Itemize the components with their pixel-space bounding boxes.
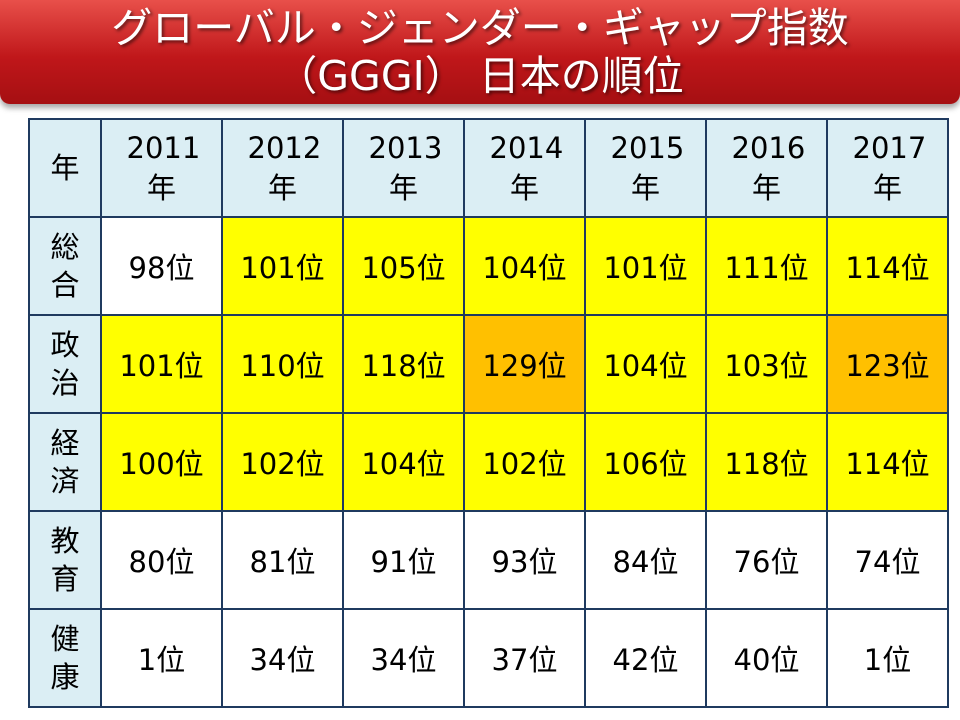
rank-cell: 98位 xyxy=(100,216,223,316)
row-header: 経済 xyxy=(28,412,102,512)
row-header: 健康 xyxy=(28,608,102,708)
rank-cell: 101位 xyxy=(221,216,344,316)
rank-cell: 34位 xyxy=(342,608,465,708)
year-label: 2017年 xyxy=(852,131,927,205)
rank-cell: 103位 xyxy=(705,314,828,414)
header-cell: 2011年 xyxy=(100,118,223,218)
rank-cell: 111位 xyxy=(705,216,828,316)
rank-cell: 80位 xyxy=(100,510,223,610)
table-row: 総合 98位 101位 105位 104位 101位 111位 114位 xyxy=(28,216,949,316)
row-header: 政治 xyxy=(28,314,102,414)
rank-cell: 110位 xyxy=(221,314,344,414)
year-label: 2016年 xyxy=(731,131,806,205)
header-row: 年 2011年 2012年 2013年 2014年 2015年 2016年 2017年 xyxy=(28,118,949,218)
header-cell: 2015年 xyxy=(584,118,707,218)
title-banner: グローバル・ジェンダー・ギャップ指数 （GGGI） 日本の順位 xyxy=(0,0,960,104)
rank-cell: 129位 xyxy=(463,314,586,414)
rank-cell: 84位 xyxy=(584,510,707,610)
year-label: 2011年 xyxy=(126,131,201,205)
row-label: 健康 xyxy=(50,622,80,694)
header-cell: 2017年 xyxy=(826,118,949,218)
year-label: 2013年 xyxy=(368,131,443,205)
row-label: 総合 xyxy=(50,230,80,302)
header-label: 年 xyxy=(50,151,80,185)
rank-cell: 1位 xyxy=(100,608,223,708)
rank-cell: 118位 xyxy=(705,412,828,512)
rank-cell: 102位 xyxy=(221,412,344,512)
rank-cell: 114位 xyxy=(826,412,949,512)
rank-cell: 37位 xyxy=(463,608,586,708)
row-header: 総合 xyxy=(28,216,102,316)
rank-cell: 34位 xyxy=(221,608,344,708)
rank-cell: 104位 xyxy=(463,216,586,316)
rank-cell: 106位 xyxy=(584,412,707,512)
rank-cell: 81位 xyxy=(221,510,344,610)
header-cell: 2016年 xyxy=(705,118,828,218)
rank-cell: 76位 xyxy=(705,510,828,610)
year-label: 2014年 xyxy=(489,131,564,205)
table-row: 政治 101位 110位 118位 129位 104位 103位 123位 xyxy=(28,314,949,414)
rank-cell: 1位 xyxy=(826,608,949,708)
rank-cell: 123位 xyxy=(826,314,949,414)
title-line: グローバル・ジェンダー・ギャップ指数 xyxy=(111,4,849,52)
rank-cell: 91位 xyxy=(342,510,465,610)
rank-cell: 100位 xyxy=(100,412,223,512)
header-cell: 2012年 xyxy=(221,118,344,218)
year-label: 2015年 xyxy=(610,131,685,205)
rank-cell: 40位 xyxy=(705,608,828,708)
rank-cell: 104位 xyxy=(584,314,707,414)
row-label: 経済 xyxy=(50,426,80,498)
row-label: 政治 xyxy=(50,328,80,400)
rank-cell: 114位 xyxy=(826,216,949,316)
table-row: 経済 100位 102位 104位 102位 106位 118位 114位 xyxy=(28,412,949,512)
table-row: 教育 80位 81位 91位 93位 84位 76位 74位 xyxy=(28,510,949,610)
rank-cell: 101位 xyxy=(584,216,707,316)
rank-cell: 74位 xyxy=(826,510,949,610)
rank-cell: 118位 xyxy=(342,314,465,414)
rank-cell: 93位 xyxy=(463,510,586,610)
header-cell: 2013年 xyxy=(342,118,465,218)
table-row: 健康 1位 34位 34位 37位 42位 40位 1位 xyxy=(28,608,949,708)
ranking-table: 年 2011年 2012年 2013年 2014年 2015年 2016年 2017年総合 98… xyxy=(28,118,949,708)
row-label: 教育 xyxy=(50,524,80,596)
header-cell: 2014年 xyxy=(463,118,586,218)
title-line: （GGGI） 日本の順位 xyxy=(276,52,684,100)
rank-cell: 101位 xyxy=(100,314,223,414)
header-cell: 年 xyxy=(28,118,102,218)
year-label: 2012年 xyxy=(247,131,322,205)
rank-cell: 105位 xyxy=(342,216,465,316)
row-header: 教育 xyxy=(28,510,102,610)
rank-cell: 42位 xyxy=(584,608,707,708)
rank-cell: 104位 xyxy=(342,412,465,512)
rank-cell: 102位 xyxy=(463,412,586,512)
